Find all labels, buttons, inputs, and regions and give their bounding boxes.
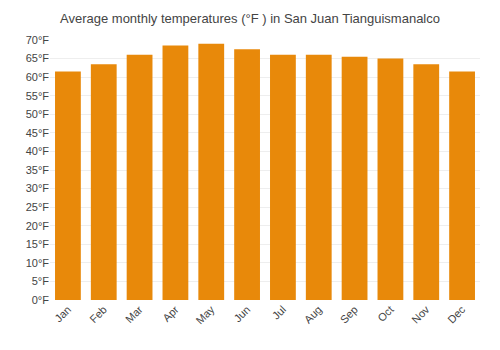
svg-text:50°F: 50°F <box>26 108 50 120</box>
svg-text:65°F: 65°F <box>26 52 50 64</box>
svg-text:Apr: Apr <box>160 303 181 324</box>
svg-text:5°F: 5°F <box>32 275 50 287</box>
svg-text:Average monthly temperatures (: Average monthly temperatures (°F ) in Sa… <box>60 11 440 26</box>
svg-text:Jun: Jun <box>231 303 252 324</box>
svg-text:60°F: 60°F <box>26 71 50 83</box>
svg-text:Aug: Aug <box>302 303 324 325</box>
svg-text:20°F: 20°F <box>26 220 50 232</box>
svg-text:35°F: 35°F <box>26 164 50 176</box>
svg-text:Oct: Oct <box>375 303 396 324</box>
svg-text:25°F: 25°F <box>26 201 50 213</box>
svg-text:10°F: 10°F <box>26 257 50 269</box>
svg-text:40°F: 40°F <box>26 145 50 157</box>
svg-text:May: May <box>193 303 217 327</box>
svg-text:70°F: 70°F <box>26 34 50 46</box>
svg-text:Dec: Dec <box>445 303 468 326</box>
svg-text:Jan: Jan <box>52 303 73 324</box>
svg-text:0°F: 0°F <box>32 294 50 306</box>
svg-text:Feb: Feb <box>87 303 109 325</box>
svg-text:Jul: Jul <box>270 303 288 321</box>
svg-text:Sep: Sep <box>338 303 360 325</box>
svg-text:55°F: 55°F <box>26 90 50 102</box>
svg-text:30°F: 30°F <box>26 182 50 194</box>
svg-text:Mar: Mar <box>123 303 145 325</box>
svg-text:15°F: 15°F <box>26 238 50 250</box>
svg-text:45°F: 45°F <box>26 127 50 139</box>
svg-text:Nov: Nov <box>409 303 432 326</box>
